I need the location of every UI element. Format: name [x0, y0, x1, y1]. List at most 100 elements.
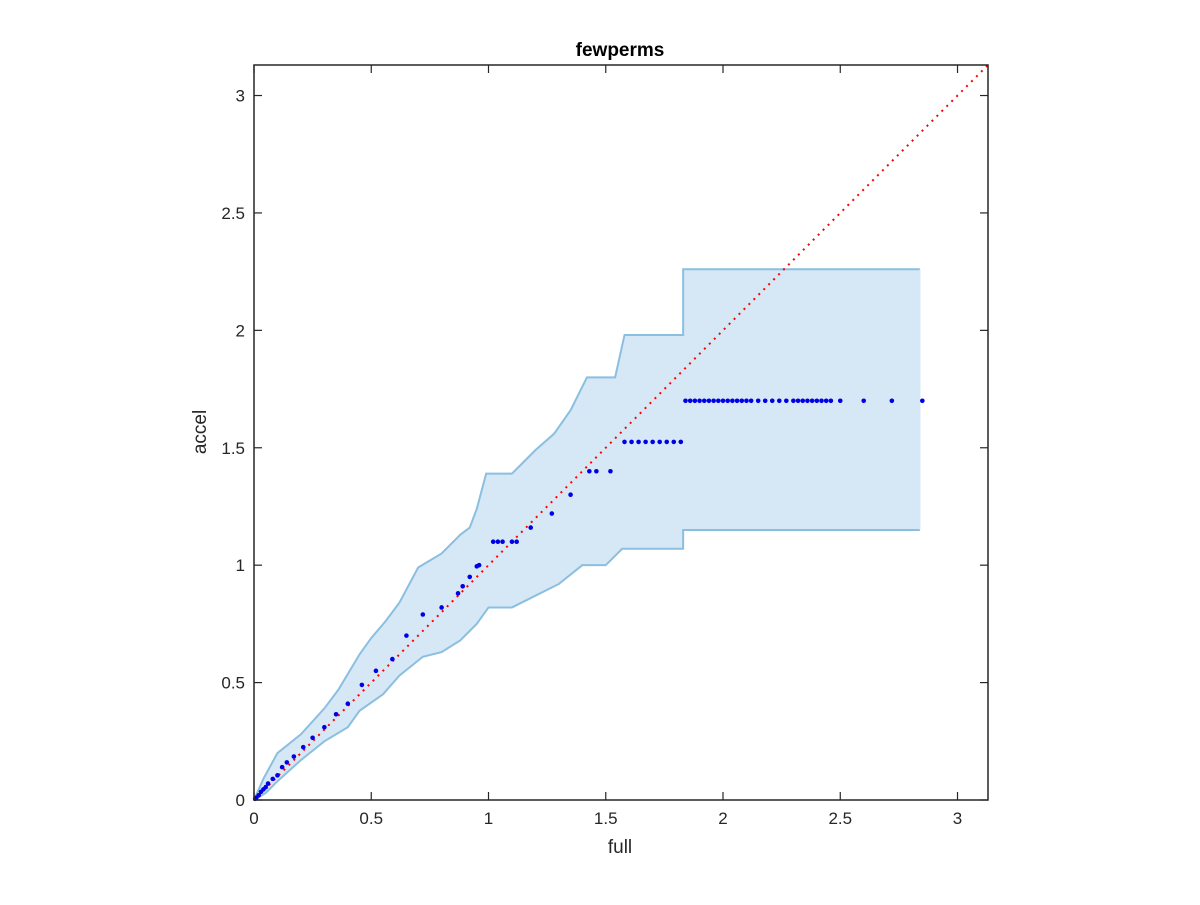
- data-point-35: [568, 492, 573, 498]
- data-point-59: [734, 398, 740, 404]
- data-point-6: [265, 781, 271, 786]
- data-point-76: [828, 398, 834, 404]
- data-point-44: [657, 439, 662, 445]
- data-point-72: [809, 398, 815, 404]
- identity-line: [253, 64, 989, 801]
- data-point-66: [776, 398, 782, 404]
- data-point-64: [762, 398, 768, 404]
- data-point-42: [643, 439, 648, 445]
- data-point-7: [270, 776, 276, 782]
- band-lower-edge: [253, 528, 920, 801]
- data-point-60: [739, 398, 745, 404]
- data-point-36: [587, 468, 592, 474]
- data-point-25: [467, 574, 473, 580]
- data-point-73: [814, 398, 820, 404]
- data-point-79: [889, 398, 895, 404]
- data-point-30: [500, 539, 505, 544]
- data-point-15: [333, 711, 339, 717]
- data-point-41: [636, 439, 641, 445]
- data-point-53: [706, 398, 712, 404]
- y-tick-label-3: 1.5: [221, 439, 245, 458]
- data-point-50: [692, 398, 698, 404]
- data-point-31: [509, 539, 515, 544]
- data-point-23: [455, 591, 461, 596]
- chart-title: fewperms: [576, 40, 665, 61]
- data-point-67: [784, 398, 789, 404]
- data-point-19: [390, 656, 395, 662]
- data-point-63: [755, 398, 761, 404]
- data-point-74: [819, 398, 824, 404]
- y-tick-label-2: 1: [236, 556, 245, 575]
- plot-area: [252, 64, 989, 802]
- y-tick-label-4: 2: [236, 321, 245, 340]
- y-tick-label-1: 0.5: [221, 674, 245, 693]
- data-point-29: [495, 539, 501, 544]
- data-point-16: [345, 701, 351, 707]
- data-point-65: [769, 398, 775, 404]
- data-point-5: [263, 784, 269, 790]
- data-point-28: [490, 539, 496, 544]
- x-tick-label-4: 2: [718, 809, 727, 828]
- data-point-24: [460, 584, 466, 589]
- x-tick-label-1: 0.5: [359, 809, 383, 828]
- data-point-56: [720, 398, 726, 404]
- confidence-band: [254, 269, 920, 800]
- data-point-62: [748, 398, 754, 404]
- data-point-2: [256, 793, 261, 798]
- x-axis-label: full: [608, 837, 632, 858]
- data-point-55: [716, 398, 721, 404]
- data-point-8: [275, 773, 280, 778]
- y-tick-label-0: 0: [236, 791, 245, 810]
- y-tick-label-6: 3: [236, 87, 245, 106]
- x-tick-label-3: 1.5: [594, 809, 618, 828]
- data-point-13: [310, 735, 315, 741]
- data-point-46: [671, 439, 677, 445]
- data-point-34: [549, 511, 555, 516]
- y-axis-label: accel: [190, 410, 211, 454]
- data-point-43: [650, 439, 655, 445]
- data-point-18: [373, 668, 379, 674]
- data-point-51: [697, 398, 702, 404]
- data-point-69: [795, 398, 801, 404]
- data-point-11: [291, 754, 297, 759]
- data-point-17: [359, 682, 365, 688]
- data-point-54: [711, 398, 716, 404]
- data-point-9: [279, 764, 285, 770]
- x-tick-label-5: 2.5: [828, 809, 852, 828]
- data-point-58: [730, 398, 735, 404]
- data-point-71: [805, 398, 810, 404]
- data-point-45: [664, 439, 670, 445]
- data-point-75: [823, 398, 829, 404]
- data-point-12: [300, 744, 306, 750]
- data-point-78: [861, 398, 867, 404]
- data-point-10: [284, 760, 290, 765]
- data-point-80: [920, 398, 925, 404]
- data-point-61: [744, 398, 749, 404]
- data-point-39: [622, 439, 627, 445]
- data-point-37: [594, 468, 599, 474]
- axes-box: [253, 64, 989, 801]
- data-point-49: [687, 398, 693, 404]
- data-point-70: [800, 398, 806, 404]
- y-tick-label-5: 2.5: [221, 204, 245, 223]
- x-tick-label-0: 0: [249, 809, 258, 828]
- data-point-21: [420, 612, 426, 617]
- axes: 0 0.5 1 1.5 2 2.5 3 0 0.5 1 1.5 2 2.5 3: [221, 64, 989, 828]
- x-tick-label-2: 1: [484, 809, 493, 828]
- data-point-68: [791, 398, 796, 404]
- data-point-38: [608, 468, 613, 474]
- data-point-14: [322, 724, 327, 730]
- band-upper-edge: [253, 268, 920, 801]
- data-point-33: [528, 525, 534, 530]
- data-point-57: [725, 398, 730, 404]
- data-point-77: [837, 398, 843, 404]
- data-point-47: [678, 439, 684, 445]
- data-point-48: [683, 398, 688, 404]
- data-point-40: [629, 439, 634, 445]
- data-point-32: [514, 539, 519, 544]
- data-point-27: [476, 562, 482, 568]
- x-tick-label-6: 3: [953, 809, 962, 828]
- data-point-22: [439, 605, 444, 610]
